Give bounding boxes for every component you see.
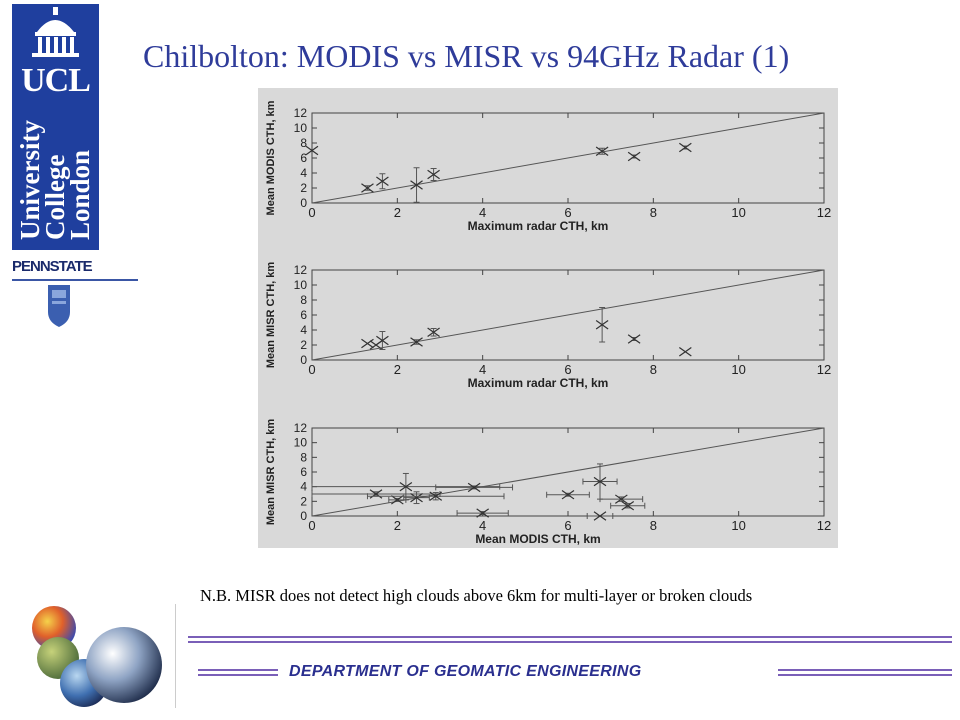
x-tick-label: 10 bbox=[731, 362, 745, 377]
data-point bbox=[369, 489, 383, 499]
x-tick-label: 10 bbox=[731, 518, 745, 533]
x-tick-label: 12 bbox=[817, 518, 831, 533]
y-tick-label: 12 bbox=[294, 106, 308, 120]
y-tick-label: 12 bbox=[294, 421, 308, 435]
x-tick-label: 10 bbox=[731, 205, 745, 220]
y-tick-label: 10 bbox=[294, 436, 308, 450]
y-tick-label: 8 bbox=[300, 293, 307, 307]
data-point bbox=[678, 347, 692, 357]
x-tick-label: 8 bbox=[650, 362, 657, 377]
footer-rule-left bbox=[198, 669, 278, 671]
x-tick-label: 0 bbox=[308, 205, 315, 220]
reference-line bbox=[311, 269, 825, 361]
x-axis-label: Maximum radar CTH, km bbox=[468, 376, 609, 390]
data-point bbox=[427, 327, 440, 337]
y-tick-label: 4 bbox=[300, 480, 307, 494]
globe-icon bbox=[86, 627, 162, 703]
x-tick-label: 6 bbox=[564, 518, 571, 533]
ucl-logo: UCL University College London bbox=[12, 4, 99, 250]
data-point bbox=[467, 482, 481, 493]
data-point bbox=[595, 320, 609, 330]
x-tick-label: 12 bbox=[817, 205, 831, 220]
globes-image bbox=[32, 606, 162, 707]
x-tick-label: 4 bbox=[479, 362, 486, 377]
x-tick-label: 4 bbox=[479, 205, 486, 220]
x-tick-label: 6 bbox=[564, 205, 571, 220]
footer-rule-top bbox=[188, 636, 952, 638]
x-tick-label: 2 bbox=[394, 518, 401, 533]
y-tick-label: 2 bbox=[300, 494, 307, 508]
y-tick-label: 0 bbox=[300, 353, 307, 367]
footer-rule-right bbox=[778, 669, 952, 671]
y-tick-label: 10 bbox=[294, 121, 308, 135]
x-tick-label: 2 bbox=[394, 362, 401, 377]
x-tick-label: 2 bbox=[394, 205, 401, 220]
x-tick-label: 6 bbox=[564, 362, 571, 377]
slide-title: Chilbolton: MODIS vs MISR vs 94GHz Radar… bbox=[143, 38, 790, 74]
department-name: DEPARTMENT OF GEOMATIC ENGINEERING bbox=[289, 663, 642, 680]
ucl-letters: UCL bbox=[21, 62, 91, 99]
y-tick-label: 4 bbox=[300, 166, 307, 180]
ucl-dome-icon bbox=[32, 7, 79, 57]
y-tick-label: 0 bbox=[300, 196, 307, 210]
pennstate-logo: PENNSTATE bbox=[12, 258, 93, 275]
chart-panel: 0 2 4 6 8 10 12 0 2 4 6 8 10 12 Maximum radar CTH, km M… bbox=[258, 88, 838, 548]
footer-rule-right bbox=[778, 674, 952, 676]
data-point bbox=[399, 481, 413, 492]
data-point bbox=[361, 338, 374, 349]
ucl-words: University College London bbox=[15, 120, 95, 240]
ucl-word-london: London bbox=[65, 149, 95, 240]
data-point bbox=[561, 490, 575, 500]
y-tick-label: 6 bbox=[300, 465, 307, 479]
y-tick-label: 8 bbox=[300, 136, 307, 150]
x-axis-label: Maximum radar CTH, km bbox=[468, 219, 609, 233]
data-point bbox=[627, 151, 641, 162]
data-point bbox=[390, 495, 404, 505]
reference-line bbox=[311, 112, 825, 204]
data-point bbox=[614, 494, 628, 504]
footnote: N.B. MISR does not detect high clouds ab… bbox=[200, 586, 753, 605]
y-tick-label: 4 bbox=[300, 323, 307, 337]
y-axis-label: Mean MODIS CTH, km bbox=[265, 100, 277, 215]
footer-rule-top bbox=[188, 641, 952, 643]
x-tick-label: 0 bbox=[308, 518, 315, 533]
pennstate-divider bbox=[12, 279, 138, 281]
globe-frame-line bbox=[175, 604, 176, 708]
y-tick-label: 12 bbox=[294, 263, 308, 277]
x-axis-label: Mean MODIS CTH, km bbox=[475, 532, 600, 546]
data-point bbox=[410, 492, 423, 503]
y-tick-label: 0 bbox=[300, 509, 307, 523]
pennstate-shield-icon bbox=[48, 285, 70, 327]
x-tick-label: 8 bbox=[650, 518, 657, 533]
data-point bbox=[595, 146, 609, 156]
data-point bbox=[376, 176, 389, 186]
y-tick-label: 2 bbox=[300, 181, 307, 195]
data-point bbox=[410, 180, 423, 190]
data-point bbox=[429, 491, 443, 501]
data-point bbox=[376, 335, 389, 346]
x-tick-label: 12 bbox=[817, 362, 831, 377]
data-point bbox=[678, 142, 692, 153]
data-point bbox=[593, 476, 607, 487]
y-axis-label: Mean MISR CTH, km bbox=[265, 262, 277, 369]
x-tick-label: 8 bbox=[650, 205, 657, 220]
data-point bbox=[476, 508, 490, 518]
data-point bbox=[627, 334, 641, 344]
data-point bbox=[361, 183, 374, 193]
data-point bbox=[621, 501, 635, 511]
x-tick-label: 0 bbox=[308, 362, 315, 377]
y-tick-label: 6 bbox=[300, 151, 307, 165]
data-point bbox=[410, 337, 423, 347]
data-point bbox=[427, 169, 440, 180]
footer-rule-left bbox=[198, 674, 278, 676]
y-tick-label: 2 bbox=[300, 338, 307, 352]
y-tick-label: 6 bbox=[300, 308, 307, 322]
y-tick-label: 10 bbox=[294, 278, 308, 292]
x-tick-label: 4 bbox=[479, 518, 486, 533]
y-tick-label: 8 bbox=[300, 450, 307, 464]
y-axis-label: Mean MISR CTH, km bbox=[265, 419, 277, 526]
data-point bbox=[305, 145, 319, 156]
data-point bbox=[593, 511, 607, 521]
